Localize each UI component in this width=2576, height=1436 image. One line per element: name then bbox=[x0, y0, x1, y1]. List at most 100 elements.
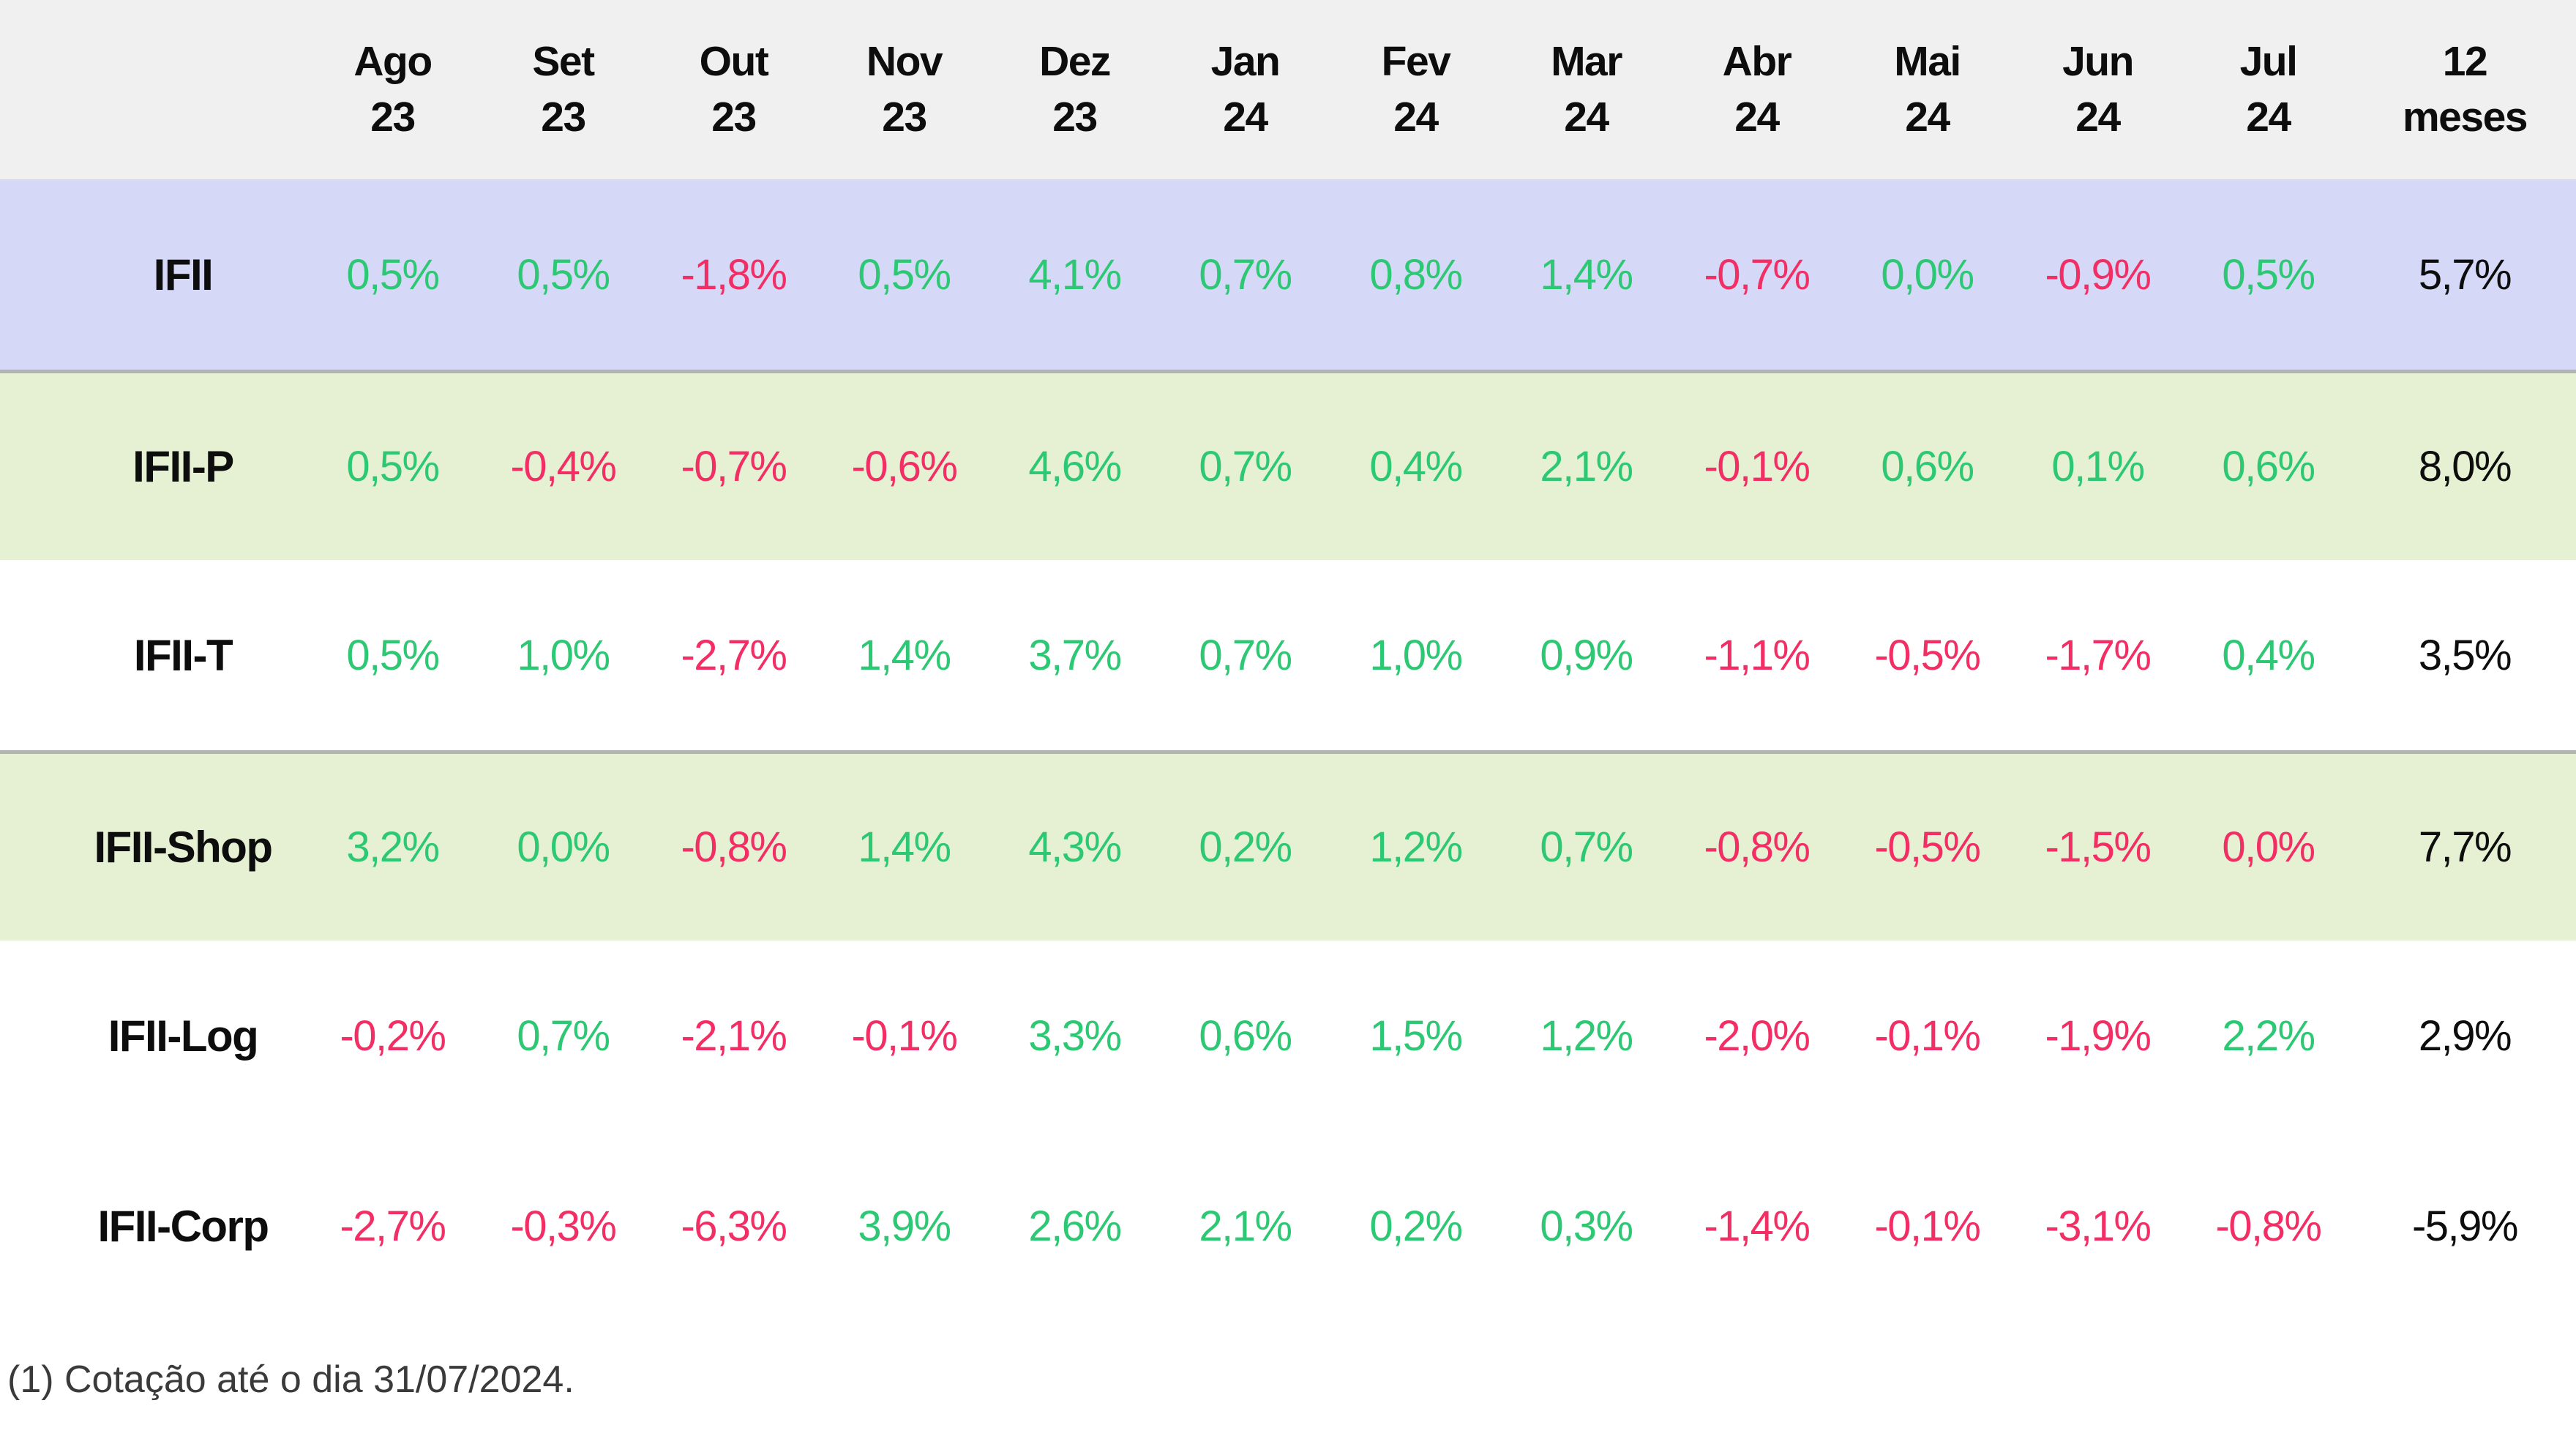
value-cell: -2,0% bbox=[1704, 1011, 1811, 1060]
column-header-year: 24 bbox=[2246, 93, 2291, 141]
value-cell: -0,3% bbox=[510, 1202, 617, 1250]
value-cell: -0,1% bbox=[1874, 1011, 1981, 1060]
value-cell: 2,1% bbox=[1199, 1202, 1292, 1250]
value-cell: -0,6% bbox=[851, 443, 958, 490]
column-header: Jan 24 bbox=[1160, 0, 1330, 179]
value-cell: 0,7% bbox=[517, 1011, 610, 1060]
value-cell: 0,5% bbox=[858, 250, 951, 299]
value-cell: 0,7% bbox=[1199, 443, 1292, 490]
value-cell: -1,1% bbox=[1704, 631, 1811, 679]
value-cell: -0,4% bbox=[510, 443, 617, 490]
column-header: Set 23 bbox=[478, 0, 648, 179]
column-header: Nov 23 bbox=[819, 0, 989, 179]
column-header: Jul 24 bbox=[2183, 0, 2354, 179]
column-header-year: 24 bbox=[1393, 93, 1439, 141]
column-header: Abr 24 bbox=[1671, 0, 1842, 179]
value-cell: 0,2% bbox=[1369, 1202, 1463, 1250]
value-cell: 0,5% bbox=[346, 250, 440, 299]
column-header-year: 23 bbox=[711, 93, 757, 141]
column-header-year: 23 bbox=[1052, 93, 1098, 141]
value-cell: 1,2% bbox=[1369, 823, 1463, 871]
value-cell: -2,1% bbox=[681, 1011, 787, 1060]
row-label: IFII-Corp bbox=[97, 1201, 269, 1251]
value-cell: 0,8% bbox=[1369, 250, 1463, 299]
value-cell: -0,1% bbox=[851, 1011, 958, 1060]
value-cell: -6,3% bbox=[681, 1202, 787, 1250]
value-cell: -0,7% bbox=[681, 443, 787, 490]
table-row: IFII-Corp -2,7% -0,3% -6,3% 3,9% 2,6% 2,1% 0,2%… bbox=[0, 1131, 2576, 1321]
value-cell: -0,2% bbox=[340, 1011, 446, 1060]
value-cell: 1,4% bbox=[858, 631, 951, 679]
value-cell: 1,5% bbox=[1369, 1011, 1463, 1060]
column-header-year: 24 bbox=[2075, 93, 2121, 141]
value-cell: -1,5% bbox=[2045, 823, 2152, 871]
value-cell: -0,1% bbox=[1704, 443, 1811, 490]
value-cell: 0,5% bbox=[346, 443, 440, 490]
value-cell: -1,4% bbox=[1704, 1202, 1811, 1250]
value-cell: -2,7% bbox=[681, 631, 787, 679]
column-header: Mai 24 bbox=[1842, 0, 2012, 179]
value-cell: -0,1% bbox=[1874, 1202, 1981, 1250]
row-label: IFII-P bbox=[132, 442, 234, 491]
table-row: IFII-P 0,5% -0,4% -0,7% -0,6% 4,6% 0,7% 0,4% 2,1… bbox=[0, 370, 2576, 560]
value-cell: 0,5% bbox=[346, 631, 440, 679]
value-cell: 3,2% bbox=[346, 823, 440, 871]
value-cell: -0,9% bbox=[2045, 250, 2152, 299]
column-header: Fev 24 bbox=[1330, 0, 1501, 179]
value-cell: 0,7% bbox=[1199, 250, 1292, 299]
value-cell: 0,0% bbox=[1881, 250, 1974, 299]
value-cell: 0,7% bbox=[1199, 631, 1292, 679]
value-cell: 2,2% bbox=[2222, 1011, 2315, 1060]
value-cell: -2,7% bbox=[340, 1202, 446, 1250]
row-label: IFII bbox=[153, 250, 214, 299]
table-row: IFII-Shop 3,2% 0,0% -0,8% 1,4% 4,3% 0,2% 1,2% 0,… bbox=[0, 750, 2576, 940]
column-header: 12 meses bbox=[2354, 0, 2576, 179]
row-label: IFII-T bbox=[133, 630, 233, 680]
footnote: (1) Cotação até o dia 31/07/2024. bbox=[7, 1358, 574, 1401]
total-12m-cell: -5,9% bbox=[2411, 1202, 2519, 1250]
column-header-month: 12 bbox=[2442, 38, 2488, 86]
total-12m-cell: 5,7% bbox=[2418, 250, 2512, 299]
table-row: IFII 0,5% 0,5% -1,8% 0,5% 4,1% 0,7% 0,8% 1,4% -0,… bbox=[0, 179, 2576, 370]
value-cell: -0,5% bbox=[1874, 631, 1981, 679]
total-12m-cell: 2,9% bbox=[2418, 1011, 2512, 1060]
value-cell: 0,5% bbox=[2222, 250, 2315, 299]
table-row: IFII-T 0,5% 1,0% -2,7% 1,4% 3,7% 0,7% 1,0% 0,9% -… bbox=[0, 560, 2576, 750]
value-cell: 1,2% bbox=[1540, 1011, 1633, 1060]
column-header-year: 23 bbox=[370, 93, 416, 141]
value-cell: 0,4% bbox=[1369, 443, 1463, 490]
value-cell: 4,6% bbox=[1028, 443, 1122, 490]
value-cell: 0,0% bbox=[517, 823, 610, 871]
column-header: Jun 24 bbox=[2012, 0, 2183, 179]
value-cell: 1,4% bbox=[858, 823, 951, 871]
value-cell: 0,1% bbox=[2051, 443, 2145, 490]
table-row: IFII-Log -0,2% 0,7% -2,1% -0,1% 3,3% 0,6% 1,5% 1… bbox=[0, 940, 2576, 1131]
column-header-month: Fev bbox=[1381, 38, 1451, 86]
column-header-month: Ago bbox=[353, 38, 433, 86]
column-header: Out 23 bbox=[648, 0, 819, 179]
column-header: Dez 23 bbox=[989, 0, 1160, 179]
value-cell: 1,0% bbox=[1369, 631, 1463, 679]
value-cell: 0,2% bbox=[1199, 823, 1292, 871]
value-cell: -0,7% bbox=[1704, 250, 1811, 299]
value-cell: 0,5% bbox=[517, 250, 610, 299]
value-cell: -0,5% bbox=[1874, 823, 1981, 871]
column-header-year: 24 bbox=[1223, 93, 1268, 141]
column-header-month: Nov bbox=[866, 38, 943, 86]
column-header-year: 24 bbox=[1905, 93, 1950, 141]
value-cell: 4,1% bbox=[1028, 250, 1122, 299]
column-header-month: Jan bbox=[1210, 38, 1281, 86]
value-cell: 2,1% bbox=[1540, 443, 1633, 490]
column-header: Mar 24 bbox=[1501, 0, 1671, 179]
column-header-month: Jun bbox=[2062, 38, 2134, 86]
row-label: IFII-Log bbox=[108, 1011, 259, 1061]
column-header-month: Dez bbox=[1039, 38, 1111, 86]
column-header-month: Set bbox=[532, 38, 595, 86]
column-header-year: 24 bbox=[1564, 93, 1609, 141]
column-header-month: Out bbox=[699, 38, 769, 86]
column-header-month: Abr bbox=[1722, 38, 1792, 86]
column-header-year: 23 bbox=[541, 93, 586, 141]
ifii-returns-table: Ago 23 Set 23 Out 23 Nov 23 Dez 23 Jan 24 Fev 24 Mar 24… bbox=[0, 0, 2576, 1321]
value-cell: 0,3% bbox=[1540, 1202, 1633, 1250]
